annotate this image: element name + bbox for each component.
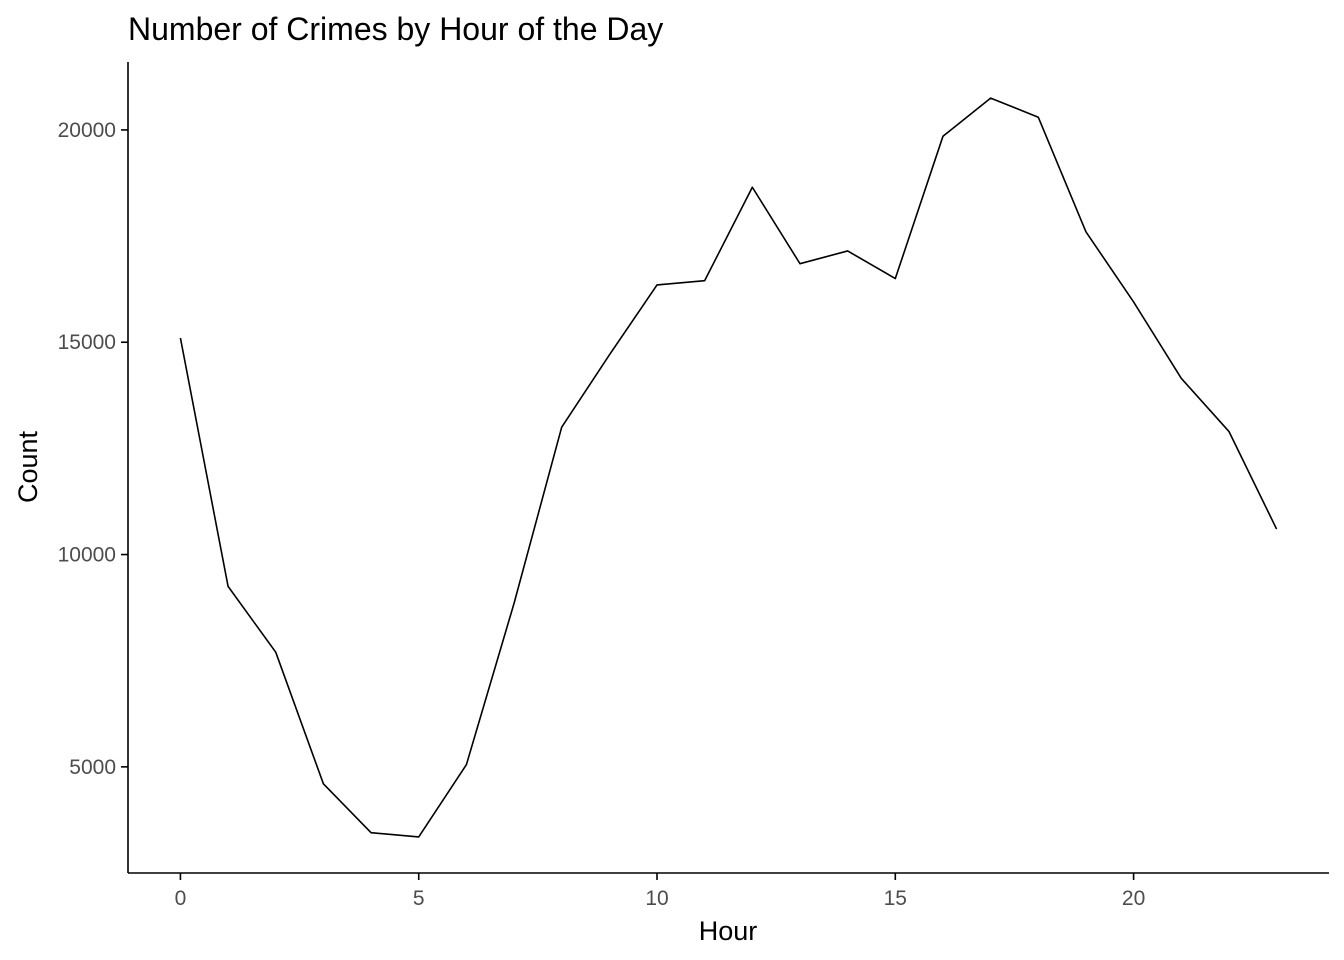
x-tick-label: 5 [413,887,425,910]
y-axis-ticks: 5000 10000 15000 20000 [58,119,128,779]
y-tick-label: 15000 [58,331,116,354]
y-axis-label: Count [13,430,43,503]
y-tick-label: 5000 [69,756,116,779]
series-line [179,97,1278,838]
y-tick-label: 20000 [58,119,116,142]
x-axis-ticks: 0 5 10 15 20 [175,873,1145,910]
chart-title: Number of Crimes by Hour of the Day [128,11,663,47]
x-tick-label: 0 [175,887,187,910]
y-tick-label: 10000 [58,544,116,567]
x-tick-label: 10 [645,887,668,910]
x-tick-label: 20 [1122,887,1145,910]
x-tick-label: 15 [884,887,907,910]
x-axis-label: Hour [699,916,758,946]
